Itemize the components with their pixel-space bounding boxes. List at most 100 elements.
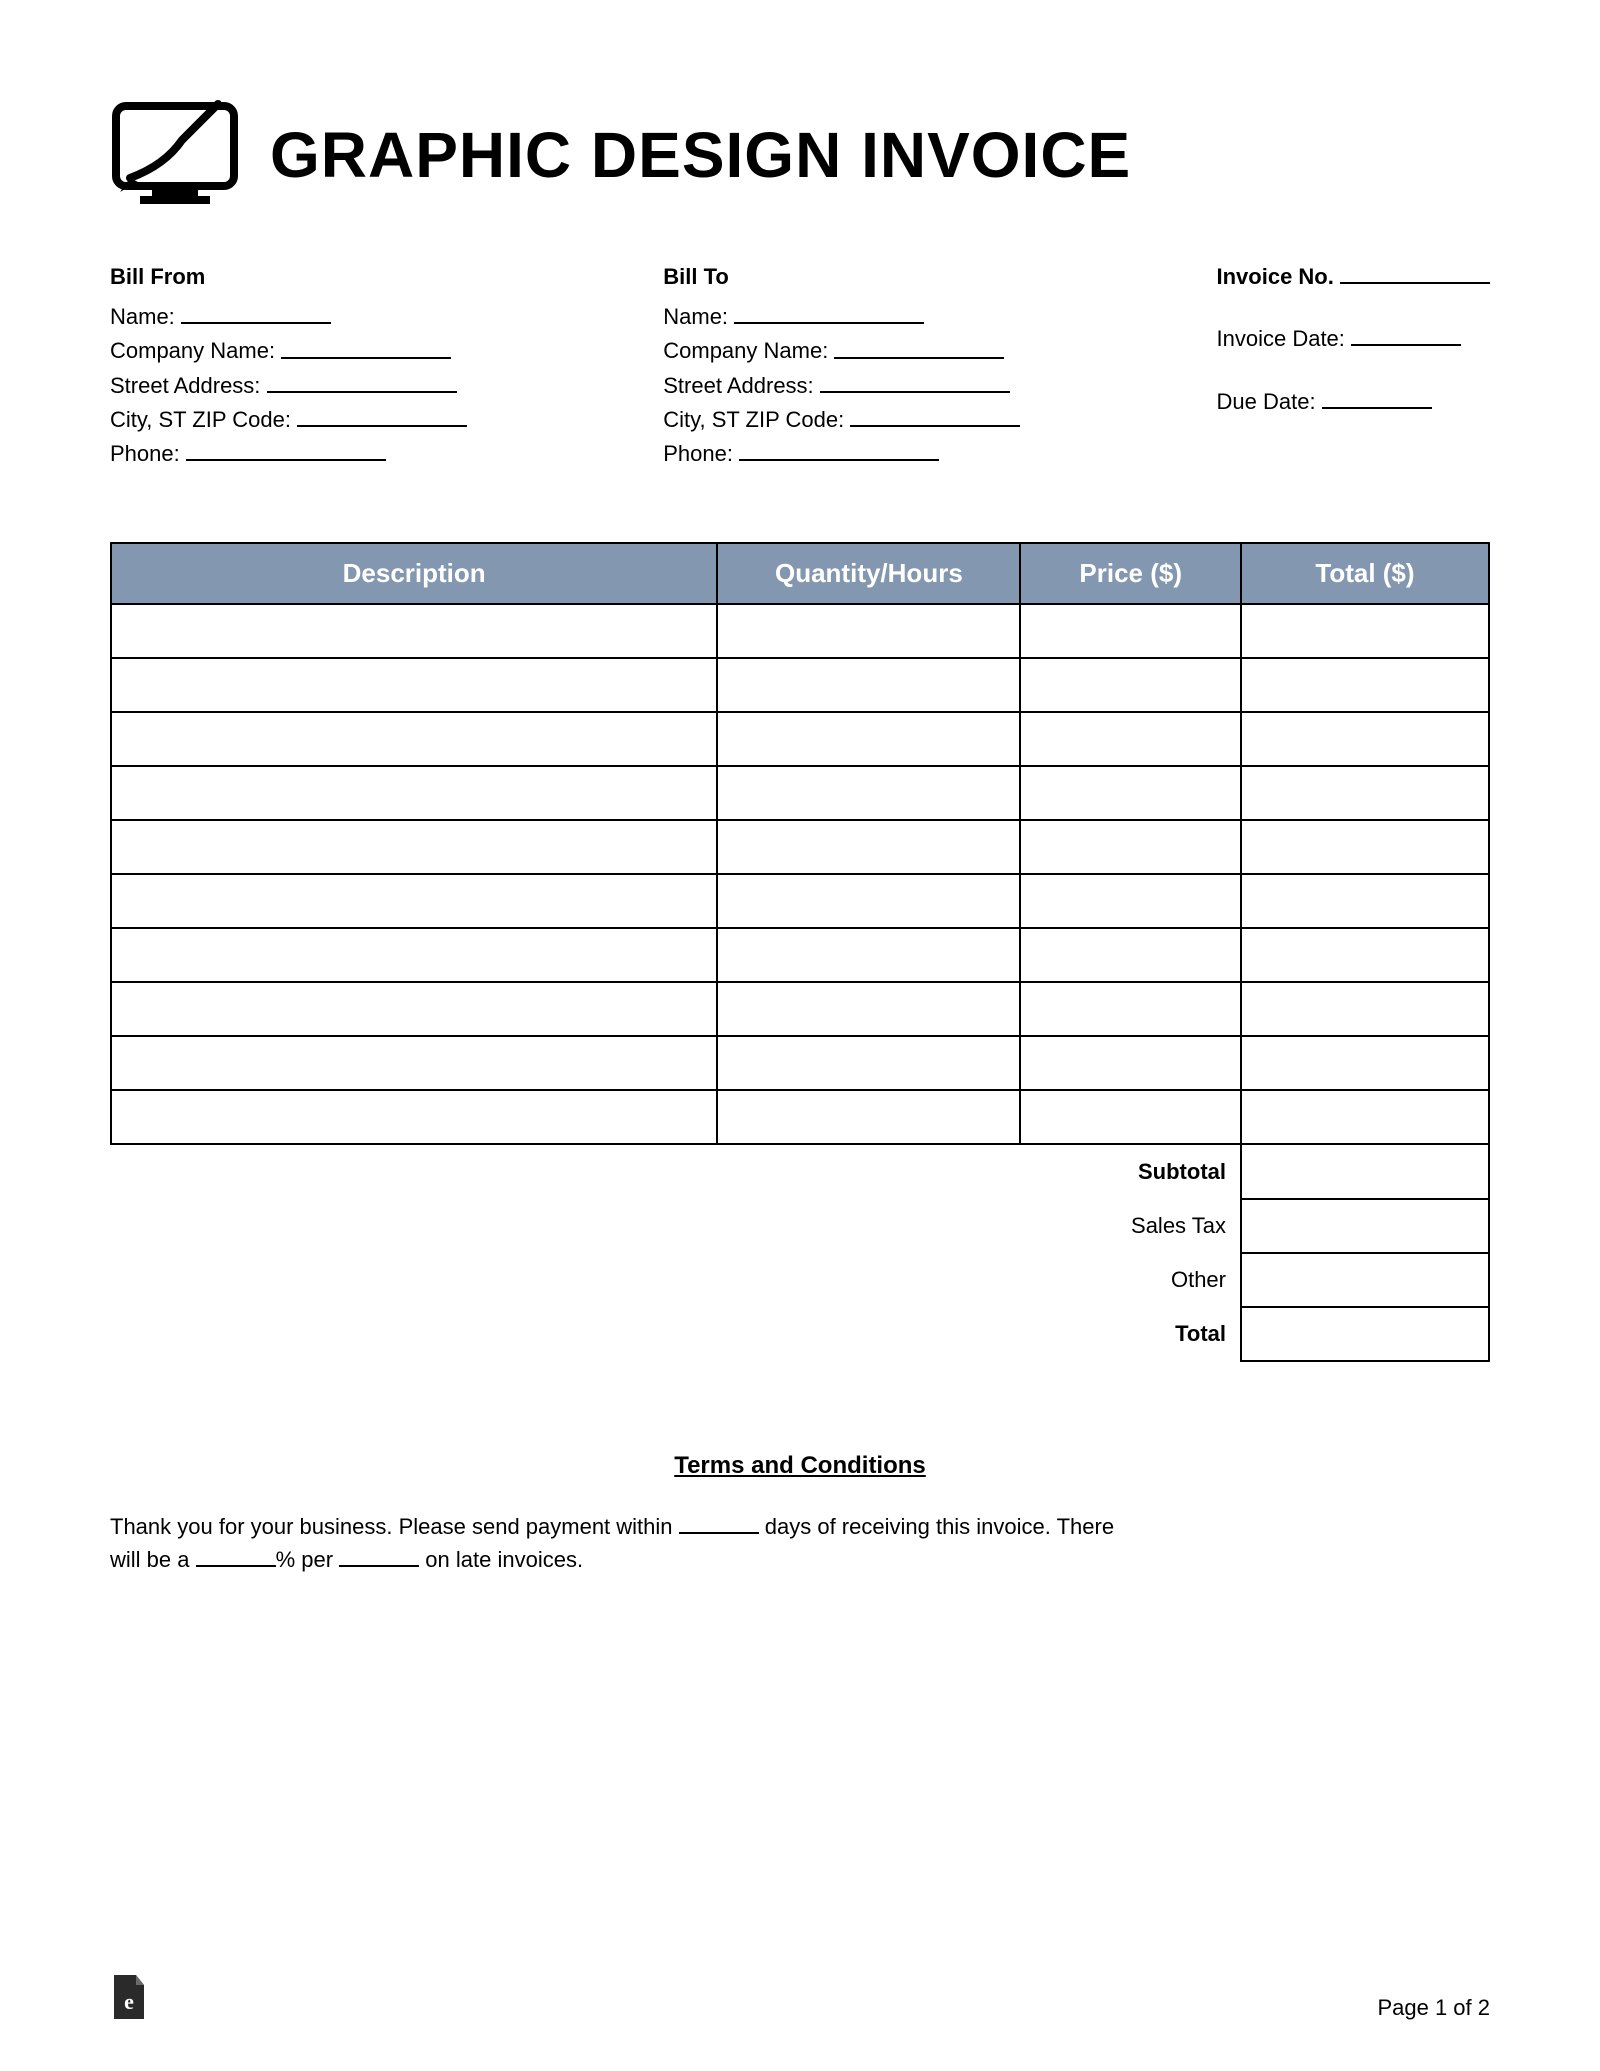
summary-label-sales-tax: Sales Tax	[1131, 1199, 1241, 1253]
bill-from-label-0: Name:	[110, 304, 181, 329]
table-cell[interactable]	[1241, 874, 1489, 928]
terms-days-blank[interactable]	[679, 1510, 759, 1534]
table-cell[interactable]	[111, 712, 717, 766]
bill-from-block: Bill From Name: Company Name: Street Add…	[110, 260, 467, 472]
bill-to-heading: Bill To	[663, 260, 1020, 294]
summary-value-total[interactable]	[1241, 1307, 1489, 1361]
summary-label-total: Total	[1131, 1307, 1241, 1361]
bill-from-label-1: Company Name:	[110, 339, 281, 364]
summary-value-subtotal[interactable]	[1241, 1145, 1489, 1199]
table-cell[interactable]	[1020, 1036, 1240, 1090]
terms-text-5: on late invoices.	[419, 1547, 583, 1572]
table-row	[111, 820, 1489, 874]
column-header-3: Total ($)	[1241, 543, 1489, 604]
table-row	[111, 982, 1489, 1036]
table-cell[interactable]	[1020, 820, 1240, 874]
table-cell[interactable]	[1241, 982, 1489, 1036]
table-cell[interactable]	[717, 1090, 1020, 1144]
table-cell[interactable]	[717, 820, 1020, 874]
invoice-date-blank[interactable]	[1351, 322, 1461, 346]
bill-to-blank-3[interactable]	[850, 403, 1020, 427]
terms-heading: Terms and Conditions	[110, 1452, 1490, 1480]
bill-from-blank-3[interactable]	[297, 403, 467, 427]
table-cell[interactable]	[717, 1036, 1020, 1090]
table-cell[interactable]	[717, 712, 1020, 766]
table-cell[interactable]	[717, 928, 1020, 982]
bill-to-label-4: Phone:	[663, 441, 739, 466]
table-cell[interactable]	[1241, 658, 1489, 712]
table-cell[interactable]	[1241, 712, 1489, 766]
table-cell[interactable]	[717, 604, 1020, 658]
bill-from-label-2: Street Address:	[110, 373, 267, 398]
page-number: Page 1 of 2	[1377, 1995, 1490, 2021]
invoice-no-blank[interactable]	[1340, 260, 1490, 284]
table-cell[interactable]	[111, 1036, 717, 1090]
summary-value-sales-tax[interactable]	[1241, 1199, 1489, 1253]
bill-from-blank-0[interactable]	[181, 300, 331, 324]
table-cell[interactable]	[1020, 874, 1240, 928]
table-cell[interactable]	[111, 604, 717, 658]
bill-to-blank-1[interactable]	[834, 334, 1004, 358]
table-cell[interactable]	[1020, 604, 1240, 658]
table-cell[interactable]	[1241, 928, 1489, 982]
table-cell[interactable]	[1020, 982, 1240, 1036]
bill-from-blank-4[interactable]	[186, 437, 386, 461]
table-cell[interactable]	[1241, 820, 1489, 874]
table-cell[interactable]	[111, 928, 717, 982]
terms-body: Thank you for your business. Please send…	[110, 1510, 1490, 1576]
due-date-label: Due Date:	[1217, 389, 1316, 414]
svg-text:e: e	[124, 1989, 134, 2014]
table-cell[interactable]	[1241, 604, 1489, 658]
design-tablet-icon	[110, 100, 240, 210]
line-items-table: DescriptionQuantity/HoursPrice ($)Total …	[110, 542, 1490, 1145]
table-cell[interactable]	[717, 874, 1020, 928]
table-row	[111, 766, 1489, 820]
table-cell[interactable]	[1241, 1090, 1489, 1144]
bill-to-label-2: Street Address:	[663, 373, 820, 398]
bill-to-blank-0[interactable]	[734, 300, 924, 324]
bill-from-blank-2[interactable]	[267, 369, 457, 393]
bill-from-label-3: City, ST ZIP Code:	[110, 407, 297, 432]
table-cell[interactable]	[111, 766, 717, 820]
table-cell[interactable]	[1241, 766, 1489, 820]
footer: e Page 1 of 2	[110, 1973, 1490, 2021]
terms-percent-blank[interactable]	[196, 1543, 276, 1567]
table-row	[111, 1090, 1489, 1144]
table-cell[interactable]	[111, 820, 717, 874]
summary-label-subtotal: Subtotal	[1131, 1145, 1241, 1199]
invoice-date-label: Invoice Date:	[1217, 326, 1345, 351]
bill-to-label-3: City, ST ZIP Code:	[663, 407, 850, 432]
due-date-blank[interactable]	[1322, 385, 1432, 409]
table-cell[interactable]	[1241, 1036, 1489, 1090]
table-cell[interactable]	[1020, 766, 1240, 820]
table-cell[interactable]	[717, 766, 1020, 820]
table-cell[interactable]	[1020, 1090, 1240, 1144]
bill-from-heading: Bill From	[110, 260, 467, 294]
bill-to-blank-4[interactable]	[739, 437, 939, 461]
table-cell[interactable]	[1020, 928, 1240, 982]
terms-section: Terms and Conditions Thank you for your …	[110, 1452, 1490, 1576]
table-cell[interactable]	[1020, 658, 1240, 712]
bill-to-block: Bill To Name: Company Name: Street Addre…	[663, 260, 1020, 472]
invoice-meta-block: Invoice No. Invoice Date: Due Date:	[1217, 260, 1490, 472]
table-cell[interactable]	[1020, 712, 1240, 766]
meta-section: Bill From Name: Company Name: Street Add…	[110, 260, 1490, 472]
table-cell[interactable]	[111, 658, 717, 712]
terms-text-4: % per	[276, 1547, 340, 1572]
terms-text-3: will be a	[110, 1547, 196, 1572]
terms-period-blank[interactable]	[339, 1543, 419, 1567]
table-cell[interactable]	[111, 1090, 717, 1144]
table-row	[111, 658, 1489, 712]
summary-section: SubtotalSales TaxOtherTotal	[110, 1145, 1490, 1362]
summary-value-other[interactable]	[1241, 1253, 1489, 1307]
header: GRAPHIC DESIGN INVOICE	[110, 100, 1490, 210]
table-row	[111, 1036, 1489, 1090]
table-cell[interactable]	[717, 658, 1020, 712]
table-cell[interactable]	[111, 874, 717, 928]
invoice-page: GRAPHIC DESIGN INVOICE Bill From Name: C…	[0, 0, 1600, 2071]
bill-to-blank-2[interactable]	[820, 369, 1010, 393]
table-cell[interactable]	[111, 982, 717, 1036]
invoice-no-label: Invoice No.	[1217, 264, 1334, 289]
bill-from-blank-1[interactable]	[281, 334, 451, 358]
table-cell[interactable]	[717, 982, 1020, 1036]
